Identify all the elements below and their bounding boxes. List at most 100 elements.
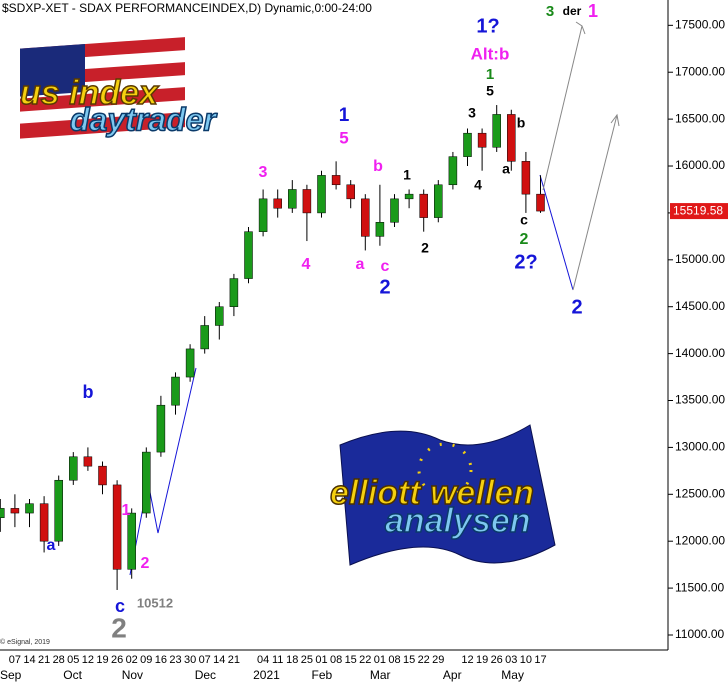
wave-label: 2?: [514, 251, 537, 273]
wave-label: b: [373, 158, 383, 175]
candle-body: [215, 306, 224, 326]
candle-body: [448, 156, 458, 186]
candle-body: [404, 193, 414, 200]
x-tick-label: 12: [461, 654, 473, 666]
wave-label: 1: [403, 167, 411, 183]
projection-line: [539, 174, 574, 291]
x-tick-label: 21: [38, 654, 50, 666]
candle-body: [258, 198, 268, 232]
candle-body: [98, 465, 107, 486]
wave-label: 1: [122, 502, 131, 519]
x-tick-label: 08: [330, 654, 342, 666]
wave-label: b: [517, 115, 526, 131]
y-tick-label: 15000.00: [675, 252, 725, 266]
logo-text: us index: [20, 74, 160, 112]
x-tick-label: 09: [140, 654, 152, 666]
wave-label: a: [47, 537, 56, 554]
x-tick-label: 14: [23, 654, 35, 666]
x-tick-label: 14: [213, 654, 225, 666]
wave-label: 1: [486, 66, 494, 83]
y-tick-label: 12500.00: [675, 486, 725, 500]
month-label: Dec: [195, 668, 216, 682]
month-label: Feb: [312, 668, 333, 682]
flag-canton: [20, 44, 85, 97]
eu-logo: elliott wellen analysen: [329, 424, 556, 566]
y-tick-label: 12000.00: [675, 533, 725, 547]
candle-body: [39, 503, 49, 542]
x-tick-label: 17: [534, 654, 546, 666]
x-tick-label: 02: [126, 654, 138, 666]
month-label: May: [501, 668, 524, 682]
candle-body: [54, 479, 63, 542]
candle-body: [185, 348, 195, 378]
y-tick-label: 11000.00: [675, 627, 724, 641]
candle-body: [83, 456, 93, 467]
y-tick-label: 17000.00: [675, 64, 725, 78]
candle-body: [229, 278, 239, 307]
wave-label: 3: [546, 3, 554, 20]
wave-label: 3: [259, 164, 268, 181]
month-label: 2021: [253, 668, 280, 682]
month-label: Sep: [0, 668, 22, 682]
x-tick-label: 22: [359, 654, 371, 666]
candle-body: [390, 198, 399, 223]
candle-body: [244, 231, 253, 279]
x-tick-label: 07: [9, 654, 21, 666]
flag-stripe: [20, 100, 185, 124]
candle-body: [127, 512, 136, 570]
candle-body: [317, 175, 326, 214]
candle-body: [302, 189, 312, 214]
x-tick-label: 28: [53, 654, 65, 666]
wave-label: c: [115, 596, 125, 616]
logo-text: daytrader: [70, 101, 217, 137]
x-tick-label: 03: [505, 654, 517, 666]
candle-body: [507, 114, 516, 162]
x-tick-label: 05: [67, 654, 79, 666]
wave-label: b: [83, 382, 94, 402]
x-tick-label: 23: [169, 654, 181, 666]
candle-body: [521, 161, 531, 195]
x-tick-label: 16: [155, 654, 167, 666]
candle-body: [25, 503, 34, 514]
price-tag: [670, 203, 728, 220]
month-label: Oct: [63, 668, 82, 682]
projection-line: [572, 114, 618, 291]
wave-label: 2: [141, 555, 150, 572]
x-tick-label: 07: [199, 654, 211, 666]
logo-text: elliott wellen: [330, 474, 534, 512]
x-tick-label: 15: [345, 654, 357, 666]
wave-label: 2: [111, 612, 127, 643]
wave-label: Alt:b: [471, 44, 510, 63]
candle-body: [536, 193, 545, 212]
month-label: Nov: [122, 668, 143, 682]
candle-body: [0, 508, 5, 518]
candle-body: [273, 198, 282, 209]
y-tick-label: 16000.00: [675, 158, 725, 172]
x-tick-label: 01: [315, 654, 327, 666]
y-tick-label: 17500.00: [675, 17, 725, 31]
x-tick-label: 15: [403, 654, 415, 666]
x-tick-label: 30: [184, 654, 196, 666]
wave-label: 2: [520, 231, 529, 248]
eu-stars: [417, 442, 473, 498]
candle-body: [463, 132, 472, 157]
x-tick-label: 01: [374, 654, 386, 666]
projection-line: [129, 367, 197, 576]
wave-label: 2: [571, 296, 582, 318]
candle-body: [492, 114, 501, 148]
candle-body: [419, 193, 428, 218]
wave-label: 5: [339, 128, 348, 147]
x-tick-label: 08: [388, 654, 400, 666]
candle-body: [346, 184, 355, 200]
projection-line: [542, 25, 583, 191]
candle-body: [69, 456, 78, 481]
wave-label: 1?: [476, 15, 499, 37]
x-tick-label: 25: [301, 654, 313, 666]
candle-body: [112, 484, 122, 570]
wave-label: der: [563, 4, 582, 18]
y-tick-label: 16500.00: [675, 111, 725, 125]
y-tick-label: 13000.00: [675, 440, 725, 454]
eu-flag: [339, 424, 556, 566]
wave-label: a: [502, 161, 510, 177]
